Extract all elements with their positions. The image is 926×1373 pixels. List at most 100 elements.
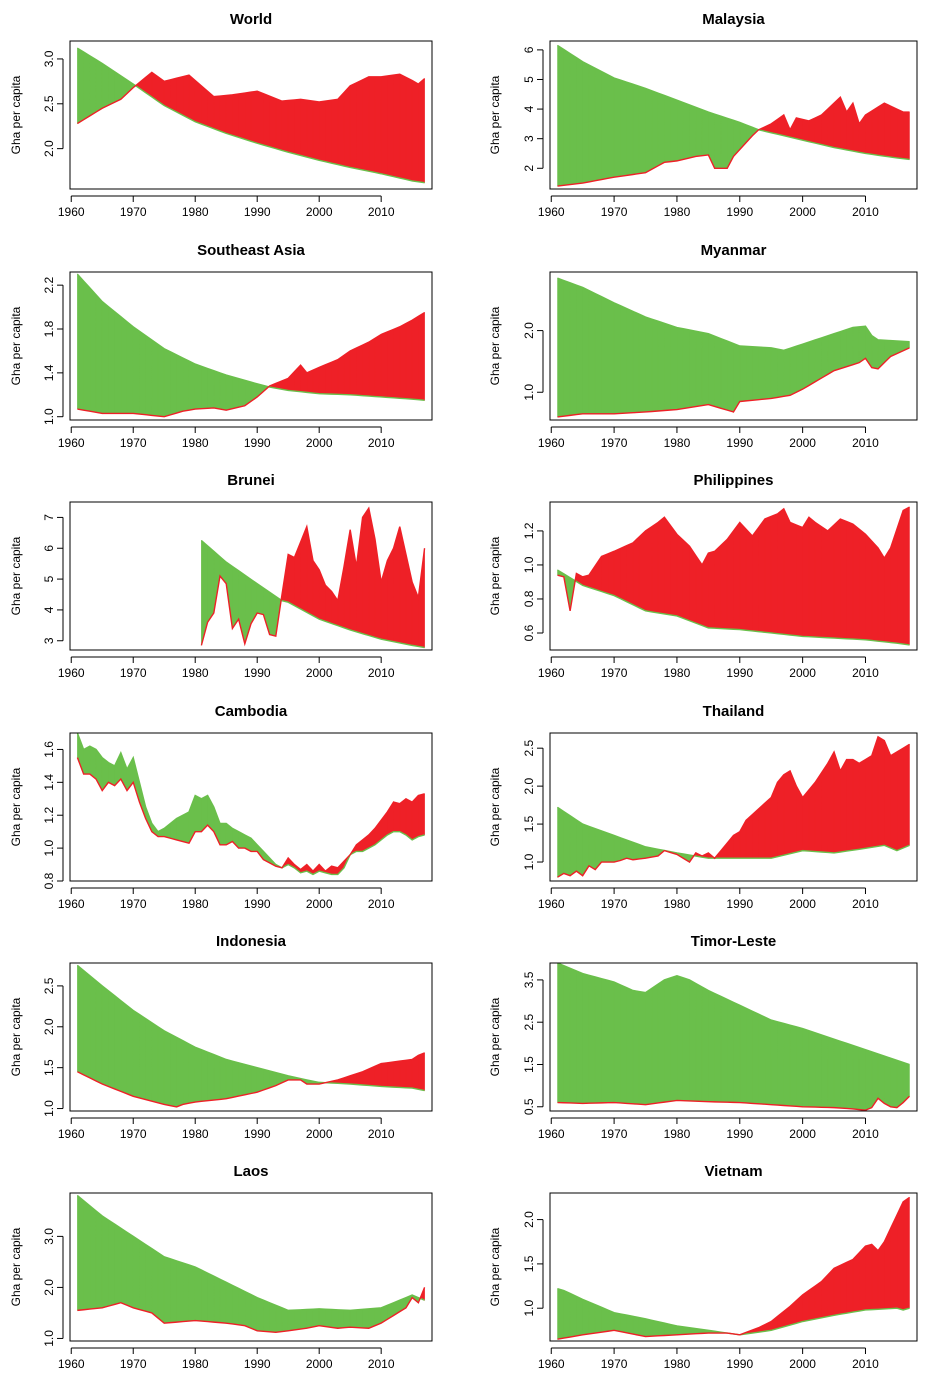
panel-indonesia: Indonesia Gha per capita 1960 1970 1980 1990 2…: [9, 933, 433, 1141]
x-tick-label: 2000: [789, 1127, 816, 1141]
y-axis-label: Gha per capita: [9, 306, 23, 385]
x-tick-label: 1960: [58, 1357, 85, 1371]
x-tick-label: 1960: [538, 205, 565, 219]
footprint-line: [77, 311, 425, 418]
biocapacity-area: [77, 47, 137, 125]
x-tick-label: 2000: [789, 205, 816, 219]
x-tick-label: 1970: [601, 897, 628, 911]
y-tick-label: 3.5: [522, 971, 536, 988]
y-tick-label: 4: [522, 105, 536, 112]
plot-area: [76, 273, 425, 418]
plot-area: [557, 277, 910, 418]
x-tick-label: 1970: [120, 666, 147, 680]
x-tick-label: 1990: [244, 436, 271, 450]
y-tick-label: 6: [42, 545, 56, 552]
biocapacity-line: [557, 569, 910, 646]
x-tick-label: 2010: [368, 436, 395, 450]
y-tick-label: 1.0: [522, 556, 536, 573]
y-tick-label: 2.0: [522, 322, 536, 339]
y-tick-label: 3: [42, 637, 56, 644]
y-tick-label: 1.0: [42, 1100, 56, 1117]
biocapacity-line: [557, 806, 910, 859]
y-tick-label: 1.5: [522, 815, 536, 832]
x-tick-label: 1960: [58, 666, 85, 680]
x-tick-label: 2010: [368, 897, 395, 911]
biocapacity-line: [76, 1195, 425, 1312]
panel-title: Southeast Asia: [197, 242, 305, 259]
x-tick-label: 1990: [244, 1357, 271, 1371]
y-tick-label: 0.6: [522, 624, 536, 641]
y-tick-label: 1.4: [42, 364, 56, 381]
y-tick-label: 1.4: [42, 774, 56, 791]
plot-frame: [549, 1192, 918, 1342]
biocapacity-line: [200, 540, 425, 649]
x-tick-label: 1980: [182, 436, 209, 450]
y-tick-label: 0.8: [42, 872, 56, 889]
x-tick-label: 1980: [182, 897, 209, 911]
x-tick-label: 1980: [182, 205, 209, 219]
plot-area: [557, 44, 910, 187]
panel-southeast-asia: Southeast Asia Gha per capita 1960 1970 1980…: [9, 242, 433, 450]
y-tick-label: 1.0: [522, 853, 536, 870]
y-tick-label: 0.5: [522, 1098, 536, 1115]
plot-area: [557, 1196, 910, 1340]
panel-title: Philippines: [693, 472, 773, 489]
x-tick-label: 1970: [601, 666, 628, 680]
panel-timor-leste: Timor-Leste Gha per capita 1960 1970 1980 199…: [488, 933, 918, 1141]
plot-frame: [549, 501, 918, 651]
footprint-line: [76, 757, 425, 873]
y-tick-label: 3.0: [42, 1228, 56, 1245]
biocapacity-line: [557, 44, 910, 161]
y-tick-label: 0.8: [522, 590, 536, 607]
panel-myanmar: Myanmar Gha per capita 1960 1970 1980 1990 200…: [488, 242, 918, 450]
y-tick-label: 1.0: [522, 384, 536, 401]
panel-title: Indonesia: [216, 933, 287, 950]
biocapacity-line: [76, 273, 425, 401]
deficit-area: [280, 507, 425, 648]
x-tick-label: 2000: [789, 1357, 816, 1371]
x-tick-label: 2000: [306, 436, 333, 450]
y-tick-label: 7: [42, 514, 56, 521]
panel-cambodia: Cambodia Gha per capita 1960 1970 1980 1990 20…: [9, 703, 433, 911]
deficit-area: [574, 506, 910, 646]
x-tick-label: 1980: [182, 1357, 209, 1371]
panel-title: Thailand: [703, 703, 765, 720]
panel-brunei: Brunei Gha per capita 1960 1970 1980 1990 2000…: [9, 472, 433, 680]
x-tick-label: 1990: [726, 436, 753, 450]
footprint-line: [557, 506, 910, 612]
y-tick-label: 2.5: [42, 977, 56, 994]
biocapacity-area: [77, 733, 283, 869]
footprint-line: [557, 96, 910, 187]
panel-title: World: [230, 11, 272, 28]
x-tick-label: 1980: [664, 666, 691, 680]
y-tick-label: 1.0: [522, 1300, 536, 1317]
x-tick-label: 2000: [306, 1357, 333, 1371]
y-tick-label: 2.0: [42, 1279, 56, 1296]
x-tick-label: 2010: [852, 666, 879, 680]
y-axis-label: Gha per capita: [488, 536, 502, 615]
x-tick-label: 1990: [726, 1127, 753, 1141]
x-tick-label: 1960: [538, 897, 565, 911]
x-tick-label: 2000: [306, 897, 333, 911]
footprint-line: [557, 735, 910, 878]
biocapacity-area: [77, 1194, 421, 1333]
x-tick-label: 1980: [182, 1127, 209, 1141]
x-tick-label: 1960: [538, 666, 565, 680]
x-tick-label: 1990: [726, 666, 753, 680]
plot-frame: [549, 732, 918, 882]
panel-philippines: Philippines Gha per capita 1960 1970 1980 199…: [488, 472, 918, 680]
biocapacity-line: [76, 964, 425, 1092]
x-tick-label: 2000: [789, 897, 816, 911]
x-tick-label: 1990: [244, 1127, 271, 1141]
plot-frame: [549, 271, 918, 421]
y-tick-label: 2.2: [42, 276, 56, 293]
x-tick-label: 1980: [664, 1357, 691, 1371]
biocapacity-line: [557, 963, 910, 1066]
x-tick-label: 1980: [664, 897, 691, 911]
biocapacity-area: [557, 277, 910, 418]
y-tick-label: 3.0: [42, 50, 56, 67]
x-tick-label: 2000: [306, 1127, 333, 1141]
footprint-line: [200, 506, 426, 647]
plot-frame: [69, 40, 433, 190]
y-tick-label: 2: [522, 165, 536, 172]
